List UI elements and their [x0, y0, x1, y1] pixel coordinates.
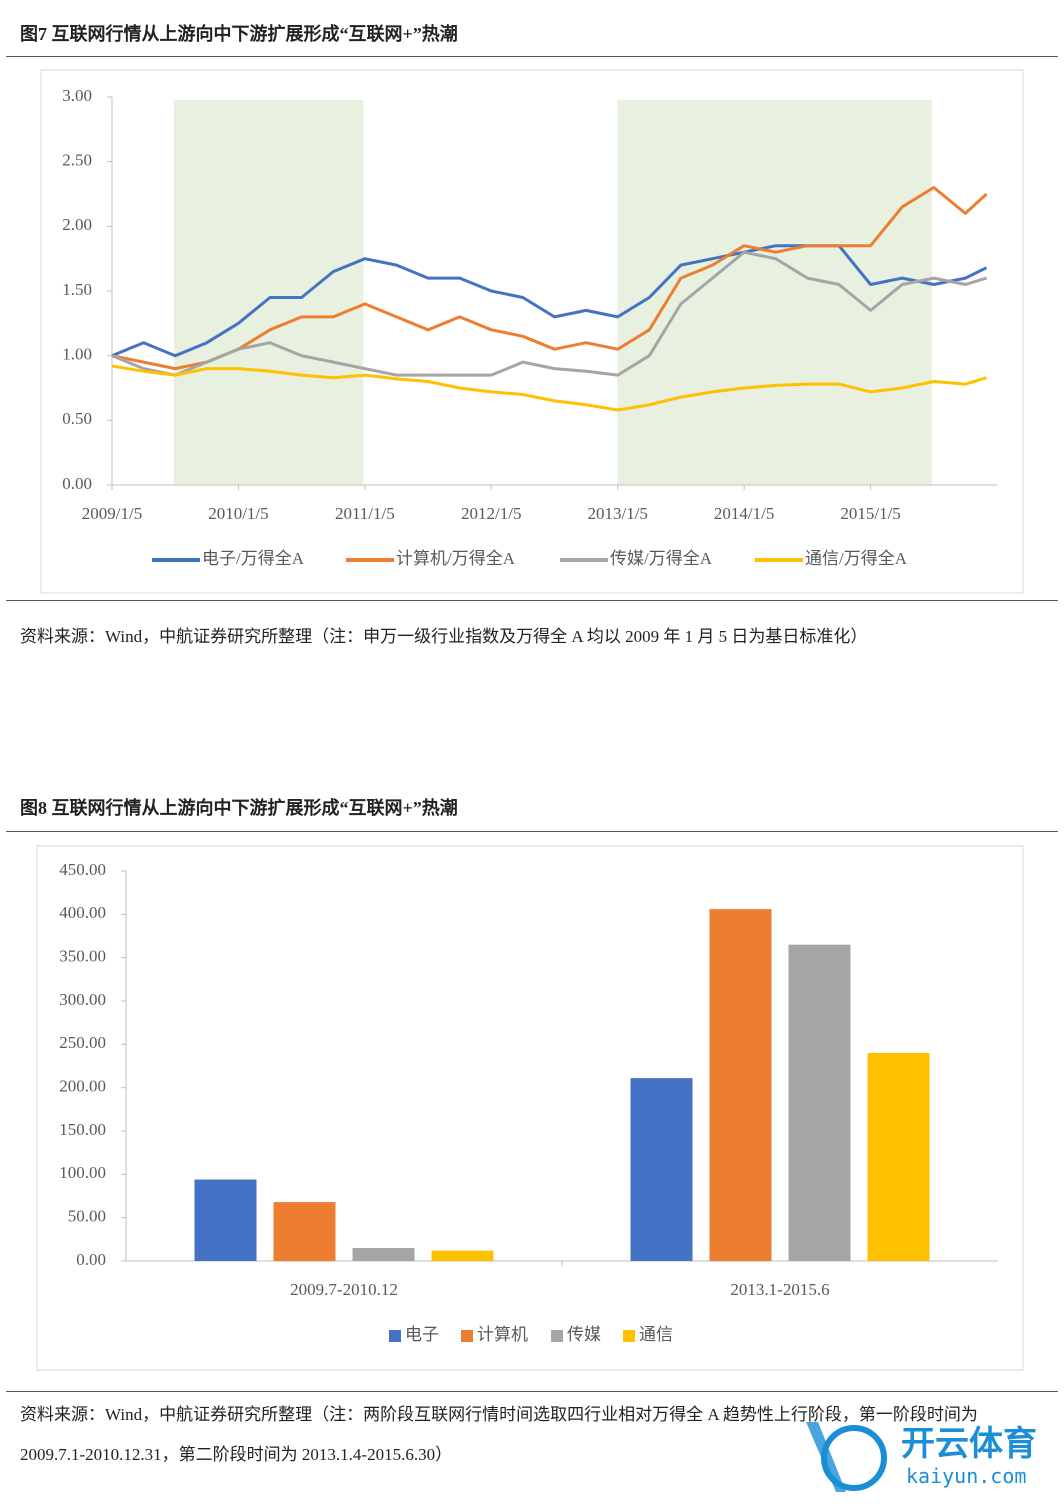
- x-tick-label: 2013.1-2015.6: [730, 1280, 829, 1299]
- x-tick-label: 2011/1/5: [335, 504, 395, 523]
- x-tick-label: 2009.7-2010.12: [290, 1280, 398, 1299]
- y-tick-label: 100.00: [59, 1163, 106, 1182]
- y-tick-label: 0.00: [62, 474, 92, 493]
- watermark-url: kaiyun.com: [906, 1464, 1027, 1488]
- y-tick-label: 150.00: [59, 1120, 106, 1139]
- rule: [6, 1391, 1058, 1392]
- figure-caption: 图8 互联网行情从上游向中下游扩展形成“互联网+”热潮: [20, 798, 458, 818]
- series-line: [111, 364, 987, 412]
- x-tick-label: 2010/1/5: [208, 504, 268, 523]
- y-tick-label: 450.00: [59, 860, 106, 879]
- source-note: 资料来源：Wind，中航证券研究所整理（注：申万一级行业指数及万得全 A 均以 …: [20, 627, 868, 646]
- y-tick-label: 400.00: [59, 903, 106, 922]
- legend-swatch: [623, 1330, 635, 1342]
- rule: [6, 56, 1058, 57]
- legend-label: 传媒/万得全A: [610, 549, 713, 568]
- y-tick-label: 200.00: [59, 1077, 106, 1096]
- x-tick-label: 2013/1/5: [587, 504, 647, 523]
- series-line: [111, 244, 988, 358]
- y-tick-label: 350.00: [59, 947, 106, 966]
- bar: [630, 1078, 693, 1261]
- y-tick-label: 0.50: [62, 409, 92, 428]
- legend-label: 通信: [639, 1325, 673, 1344]
- bar: [194, 1179, 257, 1261]
- rule: [6, 600, 1058, 601]
- chart-frame: [40, 69, 1024, 594]
- y-tick-label: 2.00: [62, 215, 92, 234]
- bar-chart: 0.00 50.00 100.00 150.00 200.00 250.00 300.00 3…: [36, 845, 1024, 1371]
- y-tick-label: 50.00: [68, 1207, 106, 1226]
- bar: [273, 1202, 336, 1261]
- rule: [6, 831, 1058, 832]
- watermark: 开云体育 kaiyun.com: [796, 1412, 1056, 1498]
- watermark-text: 开云体育: [901, 1424, 1037, 1464]
- highlight-band: [173, 100, 364, 485]
- x-tick-label: 2014/1/5: [714, 504, 774, 523]
- bar: [431, 1250, 494, 1261]
- watermark-logo: [806, 1422, 887, 1492]
- bar: [352, 1248, 415, 1261]
- y-tick-label: 1.50: [62, 280, 92, 299]
- legend-label: 电子/万得全A: [202, 549, 305, 568]
- legend-label: 计算机/万得全A: [396, 549, 516, 568]
- y-tick-label: 250.00: [59, 1033, 106, 1052]
- x-tick-label: 2012/1/5: [461, 504, 521, 523]
- legend-swatch: [551, 1330, 563, 1342]
- figure-caption: 图7 互联网行情从上游向中下游扩展形成“互联网+”热潮: [20, 24, 458, 44]
- legend-label: 电子: [405, 1325, 439, 1344]
- x-tick-label: 2015/1/5: [840, 504, 900, 523]
- legend-swatch: [389, 1330, 401, 1342]
- y-tick-label: 300.00: [59, 990, 106, 1009]
- line-chart: 0.00 0.50 1.00 1.50 2.00 2.50 3.00 2009/1/5 2010…: [40, 69, 1024, 594]
- legend-label: 通信/万得全A: [805, 549, 908, 568]
- bar: [788, 944, 851, 1261]
- bar: [709, 909, 772, 1261]
- y-tick-label: 0.00: [76, 1250, 106, 1269]
- y-tick-label: 1.00: [62, 345, 92, 364]
- x-tick-label: 2009/1/5: [82, 504, 142, 523]
- series-line: [111, 186, 988, 371]
- bar: [867, 1053, 930, 1261]
- series-line: [111, 250, 987, 377]
- y-tick-label: 2.50: [62, 151, 92, 170]
- legend-label: 计算机: [477, 1325, 528, 1344]
- chart-frame: [36, 845, 1024, 1371]
- legend-label: 传媒: [567, 1325, 601, 1344]
- legend-swatch: [461, 1330, 473, 1342]
- highlight-band: [617, 100, 932, 485]
- source-note: 资料来源：Wind，中航证券研究所整理（注：两阶段互联网行情时间选取四行业相对万…: [20, 1405, 978, 1464]
- y-tick-label: 3.00: [62, 86, 92, 105]
